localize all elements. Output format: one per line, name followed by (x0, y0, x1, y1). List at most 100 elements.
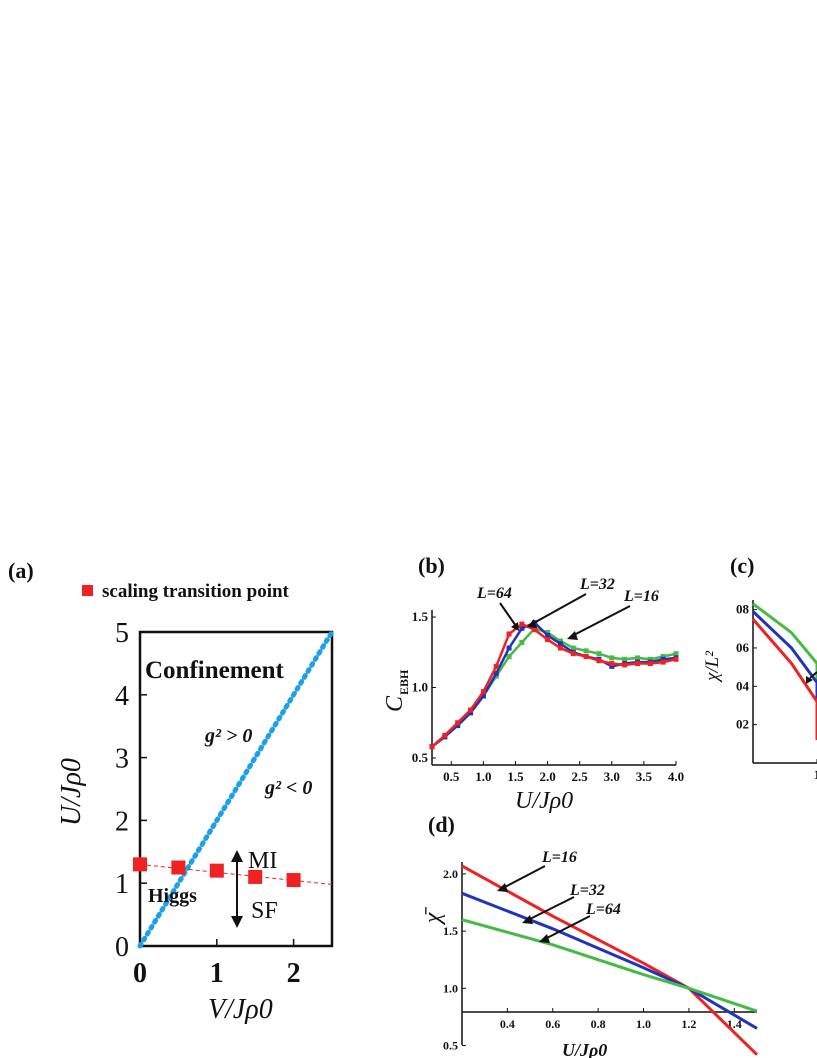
xtick-label: 4.0 (668, 769, 684, 784)
series-point (480, 693, 486, 699)
c-series (751, 602, 817, 740)
plot-frame-a (138, 630, 334, 948)
series-point (609, 661, 615, 667)
series-point (545, 637, 551, 643)
series-point (660, 659, 666, 665)
annotation-sf: SF (251, 898, 278, 924)
a-ticks: 0 1 2 0 1 2 3 4 5 (115, 618, 301, 989)
series-point (506, 645, 512, 651)
annotation-mi: MI (248, 848, 277, 874)
series-line-l-16 (752, 602, 817, 691)
panel-c-label: (c) (730, 553, 754, 578)
xtick-label: 2.0 (539, 769, 555, 784)
series-point (673, 656, 679, 662)
xtick-label: 1.2 (681, 1017, 696, 1031)
series-point (557, 645, 563, 651)
b-arrow-l16 (571, 605, 631, 637)
series-line-l-32 (431, 621, 677, 748)
transition-point (133, 857, 147, 872)
ytick-label: 2.0 (443, 867, 458, 881)
series-point (596, 658, 602, 664)
b-ylabel: C EBH (382, 669, 411, 712)
ytick-label: 04 (736, 678, 750, 693)
series-point (429, 744, 435, 750)
series-point (647, 661, 653, 667)
series-point (442, 732, 448, 738)
series-point (660, 654, 666, 659)
ytick-label: 06 (736, 640, 750, 655)
series-point (468, 707, 474, 713)
series-point (673, 651, 679, 657)
b-arrowhead-l32 (527, 619, 537, 628)
series-point (634, 655, 640, 661)
series-point (647, 656, 653, 662)
panel-c: (c) 1 02 04 06 08 χ/L² (702, 553, 817, 782)
a-ytick-label: 0 (115, 932, 129, 963)
d-arrowhead-l16 (497, 883, 508, 892)
ytick-label: 02 (736, 717, 749, 732)
xtick-label: 0.5 (443, 769, 460, 784)
panel-a-label: (a) (8, 558, 34, 583)
series-point (609, 655, 615, 661)
d-series (461, 864, 759, 1056)
transition-point (286, 873, 301, 888)
panel-b: (b) 0.5 1.0 1.5 2.0 2.5 3.0 3.5 4.0 0.5 1.0 1.5 L=… (382, 553, 684, 814)
series-point (583, 648, 589, 654)
d-arrow-l16 (502, 865, 546, 889)
d-arrow-l32 (527, 896, 575, 921)
series-point (455, 723, 461, 729)
xtick-label: 2.5 (572, 769, 589, 784)
series-point (519, 621, 525, 627)
panel-d: (d) 0.4 0.6 0.8 1.0 1.2 1.40.51.01.52.0 L=16 … (420, 812, 759, 1058)
series-line-l-64 (461, 918, 758, 1013)
series-line-l-64 (431, 622, 677, 748)
series-point (557, 638, 563, 644)
transition-points (133, 857, 301, 888)
b-label-l32: L=32 (579, 576, 615, 593)
c-ylabel: χ/L² (702, 651, 723, 683)
annotation-higgs: Higgs (148, 885, 197, 907)
b-label-l16: L=16 (623, 588, 659, 605)
series-point (545, 632, 551, 638)
series-point (660, 656, 666, 662)
a-ytick-label: 1 (115, 869, 129, 900)
b-arrow-l64 (499, 602, 517, 627)
b-ylabel-sub: EBH (397, 669, 411, 695)
xtick-label: 1.0 (636, 1017, 651, 1031)
series-point (532, 627, 538, 633)
ytick-label: 0.5 (412, 750, 429, 765)
a-ytick-label: 5 (115, 618, 129, 649)
arrow-head-up (231, 850, 243, 862)
xtick-label: 0.8 (591, 1017, 606, 1031)
xtick-label: 3.0 (604, 769, 620, 784)
a-xtick-label: 1 (210, 958, 224, 989)
b-xlabel: U/Jρ0 (515, 788, 573, 814)
a-xtick-label: 0 (133, 958, 147, 989)
legend-marker (82, 585, 93, 596)
b-ticks: 0.5 1.0 1.5 2.0 2.5 3.0 3.5 4.0 0.5 1.0 1.5 (412, 609, 684, 784)
series-point (634, 661, 640, 667)
annotation-g-negative: g² < 0 (264, 777, 312, 799)
series-line-l-16 (431, 626, 677, 748)
ytick-label: 1.0 (443, 981, 458, 995)
series-point (468, 710, 474, 716)
series-point (545, 630, 551, 636)
series-line-l-32 (751, 610, 817, 714)
annotation-g-positive: g² > 0 (204, 725, 252, 747)
ytick-label: 1.5 (443, 924, 458, 938)
c-arrowhead (806, 676, 813, 684)
phase-boundary-line (137, 629, 335, 949)
series-point (493, 670, 499, 676)
d-label-l16: L=16 (541, 849, 577, 866)
b-arrowhead-l16 (567, 631, 578, 640)
series-point (557, 641, 563, 647)
ytick-label: 1.5 (412, 609, 429, 624)
annotation-confinement: Confinement (145, 657, 285, 684)
b-series (429, 620, 679, 750)
b-label-l64: L=64 (476, 585, 512, 602)
series-line-l-32 (461, 891, 758, 1030)
series-point (480, 689, 486, 695)
panel-d-label: (d) (428, 812, 455, 837)
d-label-l64: L=64 (585, 901, 621, 918)
series-point (506, 631, 512, 637)
